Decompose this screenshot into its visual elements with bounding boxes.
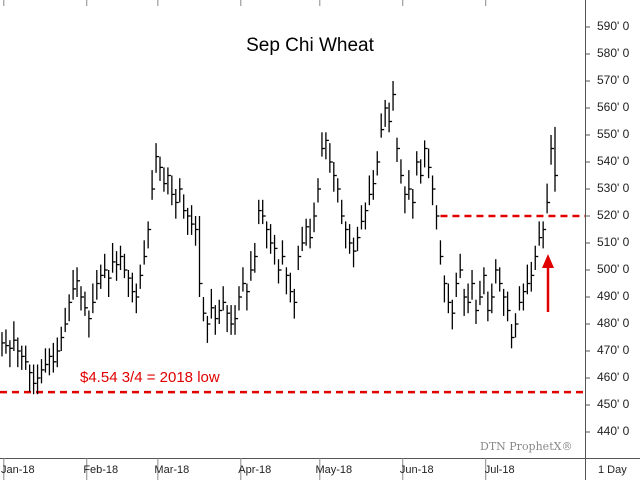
- x-tick-label: Jun-18: [400, 464, 434, 476]
- y-tick-label: 590' 0: [597, 19, 630, 33]
- y-tick-label: 510' 0: [597, 235, 630, 249]
- y-tick-label: 580' 0: [597, 46, 630, 60]
- y-tick-label: 560' 0: [597, 100, 630, 114]
- y-tick-label: 570' 0: [597, 73, 630, 87]
- reference-label: $4.54 3/4 = 2018 low: [80, 369, 220, 386]
- x-tick-label: May-18: [315, 464, 352, 476]
- watermark: DTN ProphetX®: [480, 440, 572, 453]
- y-tick-label: 500' 0: [597, 262, 630, 276]
- y-tick-label: 470' 0: [597, 343, 630, 357]
- y-tick-label: 440' 0: [597, 424, 630, 438]
- y-tick-label: 460' 0: [597, 370, 630, 384]
- y-tick-label: 540' 0: [597, 154, 630, 168]
- arrow: [542, 254, 554, 312]
- y-tick-label: 550' 0: [597, 127, 630, 141]
- x-tick-label: Jul-18: [485, 464, 515, 476]
- interval-label: 1 Day: [598, 464, 627, 476]
- y-tick-label: 450' 0: [597, 397, 630, 411]
- y-tick-label: 530' 0: [597, 181, 630, 195]
- x-tick-label: Jan-18: [1, 464, 35, 476]
- y-tick-label: 480' 0: [597, 316, 630, 330]
- y-tick-label: 520' 0: [597, 208, 630, 222]
- chart-title: Sep Chi Wheat: [246, 35, 375, 56]
- arrow-head: [542, 254, 554, 268]
- x-tick-label: Feb-18: [83, 464, 118, 476]
- x-tick-label: Mar-18: [154, 464, 189, 476]
- x-tick-label: Apr-18: [238, 464, 271, 476]
- y-tick-label: 490' 0: [597, 289, 630, 303]
